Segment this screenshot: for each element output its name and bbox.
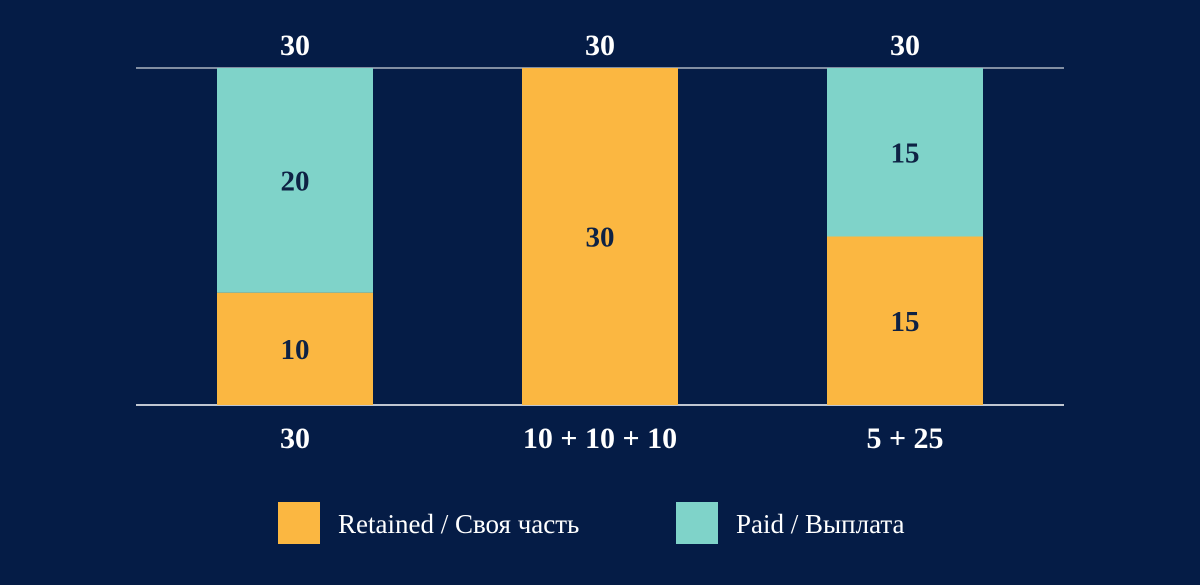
legend-swatch-paid (676, 502, 718, 544)
legend: Retained / Своя часть Paid / Выплата (278, 502, 904, 544)
bars-layer (217, 68, 983, 405)
legend-label-retained: Retained / Своя часть (338, 509, 579, 539)
bar-segment-paid-1 (217, 68, 373, 293)
category-label-3: 5 + 25 (866, 422, 943, 455)
total-label-3: 30 (890, 29, 920, 62)
labels-layer: 10 20 30 30 30 30 10 + 10 + 10 15 15 30 5 + 25 (280, 29, 944, 455)
total-label-2: 30 (585, 29, 615, 62)
bar-segment-retained-2 (522, 68, 678, 405)
bar-value-retained-3: 15 (891, 306, 920, 338)
total-label-1: 30 (280, 29, 310, 62)
legend-label-paid: Paid / Выплата (736, 509, 904, 539)
category-label-2: 10 + 10 + 10 (523, 422, 677, 455)
bar-value-retained-2: 30 (586, 222, 615, 254)
bar-value-paid-3: 15 (891, 137, 920, 169)
category-label-1: 30 (280, 422, 310, 455)
legend-swatch-retained (278, 502, 320, 544)
bar-value-retained-1: 10 (281, 334, 310, 366)
bar-segment-retained-3 (827, 236, 983, 405)
bar-segment-paid-3 (827, 68, 983, 237)
bar-segment-retained-1 (217, 292, 373, 405)
bar-value-paid-1: 20 (281, 165, 310, 197)
